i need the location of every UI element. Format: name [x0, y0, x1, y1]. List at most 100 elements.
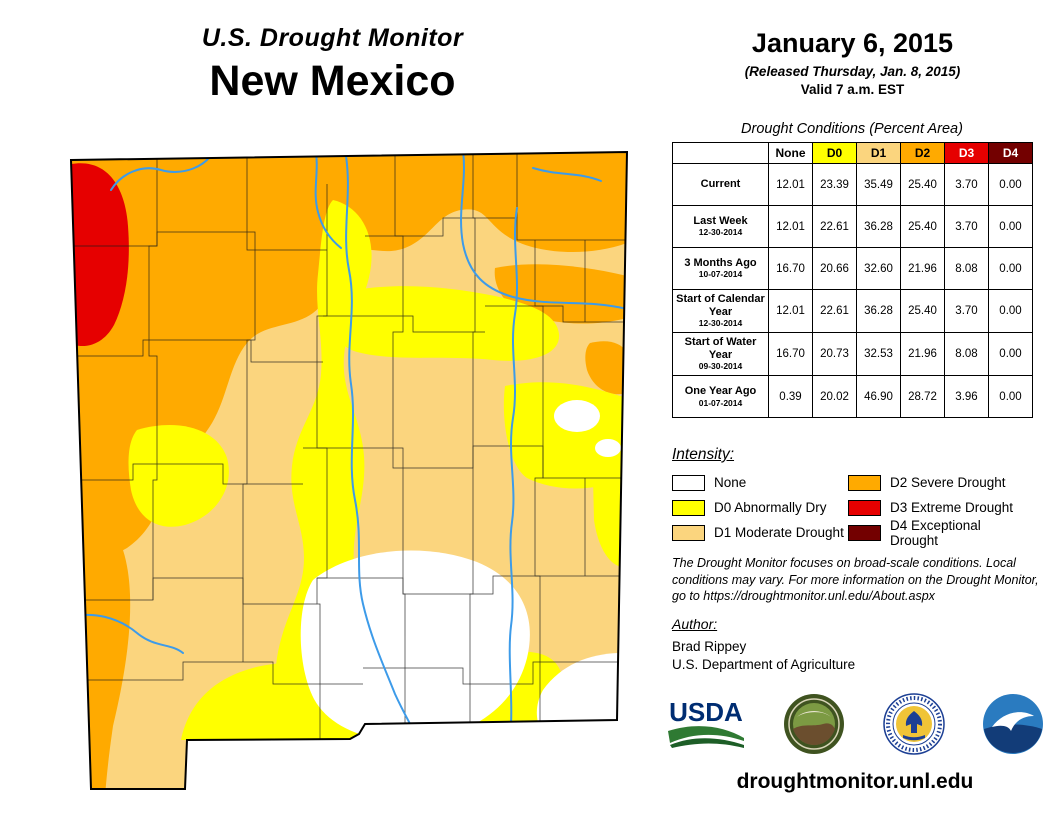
- legend-label: D4 Exceptional Drought: [890, 517, 981, 548]
- col-none: None: [768, 142, 813, 164]
- row-label: Start of Water Year 09-30-2014: [672, 332, 769, 377]
- row-label-date: 12-30-2014: [698, 318, 743, 329]
- table-row: Current 12.01 23.39 35.49 25.40 3.70 0.0…: [672, 163, 1033, 206]
- legend-item-none: None: [672, 470, 852, 495]
- value-cell: 12.01: [768, 288, 813, 334]
- d1-swatch: [672, 524, 705, 541]
- none-region: [300, 550, 530, 741]
- legend-item-d4: D4 Exceptional Drought: [848, 517, 1028, 548]
- usda-logo-text: USDA: [669, 697, 743, 727]
- map-date: January 6, 2015: [751, 28, 954, 58]
- state-border: [69, 150, 629, 790]
- d0-region: [325, 286, 560, 361]
- d2-region: [71, 152, 627, 557]
- d0-swatch: [672, 499, 705, 516]
- value-cell: 3.70: [944, 288, 989, 334]
- value-cell: 3.70: [944, 163, 989, 206]
- d3-swatch: [848, 499, 881, 516]
- row-label: Start of Calendar Year 12-30-2014: [672, 288, 769, 334]
- value-cell: 32.60: [856, 247, 901, 290]
- row-label-date: 09-30-2014: [698, 361, 743, 372]
- value-cell: 0.00: [988, 375, 1033, 419]
- value-cell: 12.01: [768, 163, 813, 206]
- none-swatch: [672, 474, 705, 491]
- row-label-date: 10-07-2014: [698, 269, 743, 280]
- col-d2: D2: [900, 142, 945, 164]
- value-cell: 0.00: [988, 332, 1033, 377]
- value-cell: 20.02: [812, 375, 857, 419]
- ndmc-seal-icon: [784, 694, 845, 754]
- table-row: Start of Calendar Year 12-30-2014 12.01 2…: [672, 288, 1033, 334]
- legend-item-d1: D1 Moderate Drought: [672, 520, 852, 545]
- value-cell: 21.96: [900, 247, 945, 290]
- legend-column-left: None D0 Abnormally Dry D1 Moderate Droug…: [672, 470, 852, 545]
- usda-field-icon: [668, 726, 744, 748]
- table-title: Drought Conditions (Percent Area): [741, 121, 963, 137]
- d4-swatch: [848, 524, 881, 541]
- disclaimer-text: The Drought Monitor focuses on broad-sca…: [672, 556, 1039, 604]
- row-label-date: 12-30-2014: [698, 227, 743, 238]
- legend-item-d3: D3 Extreme Drought: [848, 495, 1028, 520]
- commerce-seal-logo: [882, 693, 945, 755]
- table-row: One Year Ago 01-07-2014 0.39 20.02 46.90 …: [672, 375, 1033, 419]
- row-label: Current: [672, 163, 769, 206]
- table-row: Last Week 12-30-2014 12.01 22.61 36.28 25…: [672, 205, 1033, 248]
- droughtmonitor-url[interactable]: droughtmonitor.unl.edu: [736, 770, 974, 793]
- value-cell: 21.96: [900, 332, 945, 377]
- value-cell: 22.61: [812, 205, 857, 248]
- legend-label: None: [714, 475, 747, 490]
- cimarron-river: [532, 167, 602, 182]
- d0-region: [128, 425, 229, 527]
- usda-logo: USDA: [666, 699, 746, 749]
- value-cell: 35.49: [856, 163, 901, 206]
- drought-conditions-table: None D0 D1 D2 D3 D4 Current 12.01 23.39 …: [672, 142, 1033, 419]
- row-label-date: 01-07-2014: [698, 397, 743, 408]
- value-cell: 23.39: [812, 163, 857, 206]
- legend-item-d0: D0 Abnormally Dry: [672, 495, 852, 520]
- value-cell: 25.40: [900, 163, 945, 206]
- value-cell: 0.39: [768, 375, 813, 419]
- value-cell: 8.08: [944, 332, 989, 377]
- author-organization: U.S. Department of Agriculture: [672, 657, 856, 672]
- value-cell: 8.08: [944, 247, 989, 290]
- rio-grande-river: [344, 152, 419, 741]
- row-label-text: Last Week: [693, 214, 748, 227]
- value-cell: 0.00: [988, 163, 1033, 206]
- san-juan-river: [110, 152, 216, 191]
- value-cell: 25.40: [900, 205, 945, 248]
- value-cell: 0.00: [988, 205, 1033, 248]
- value-cell: 3.96: [944, 375, 989, 419]
- county-borders: [71, 152, 627, 740]
- legend-column-right: D2 Severe Drought D3 Extreme Drought D4 …: [848, 470, 1028, 548]
- author-name: Brad Rippey: [672, 639, 747, 654]
- d0-region: [593, 478, 627, 568]
- intensity-legend-title: Intensity:: [672, 446, 735, 463]
- commerce-seal-icon: [882, 693, 945, 755]
- value-cell: 3.70: [944, 205, 989, 248]
- legend-label: D2 Severe Drought: [890, 475, 1006, 490]
- noaa-logo: [982, 693, 1044, 755]
- row-label-text: One Year Ago: [684, 384, 757, 397]
- value-cell: 16.70: [768, 332, 813, 377]
- row-label: Last Week 12-30-2014: [672, 205, 769, 248]
- value-cell: 0.00: [988, 247, 1033, 290]
- row-label: One Year Ago 01-07-2014: [672, 375, 769, 419]
- legend-item-d2: D2 Severe Drought: [848, 470, 1028, 495]
- canadian-river: [460, 152, 627, 310]
- gila-river: [71, 613, 184, 654]
- valid-time: Valid 7 a.m. EST: [800, 82, 905, 97]
- table-row: Start of Water Year 09-30-2014 16.70 20.7…: [672, 332, 1033, 377]
- chama-river: [314, 152, 342, 249]
- d2-swatch: [848, 474, 881, 491]
- date-block: January 6, 2015 (Released Thursday, Jan.…: [665, 28, 1040, 97]
- row-label-text: 3 Months Ago: [684, 256, 757, 269]
- value-cell: 36.28: [856, 288, 901, 334]
- rivers: [71, 152, 627, 741]
- table-header-row: None D0 D1 D2 D3 D4: [672, 142, 1033, 164]
- d2-region: [585, 341, 627, 395]
- report-title: U.S. Drought Monitor: [201, 24, 464, 52]
- legend-label: D1 Moderate Drought: [714, 525, 844, 540]
- table-corner-cell: [672, 142, 769, 164]
- col-d3: D3: [944, 142, 989, 164]
- none-region: [536, 652, 627, 740]
